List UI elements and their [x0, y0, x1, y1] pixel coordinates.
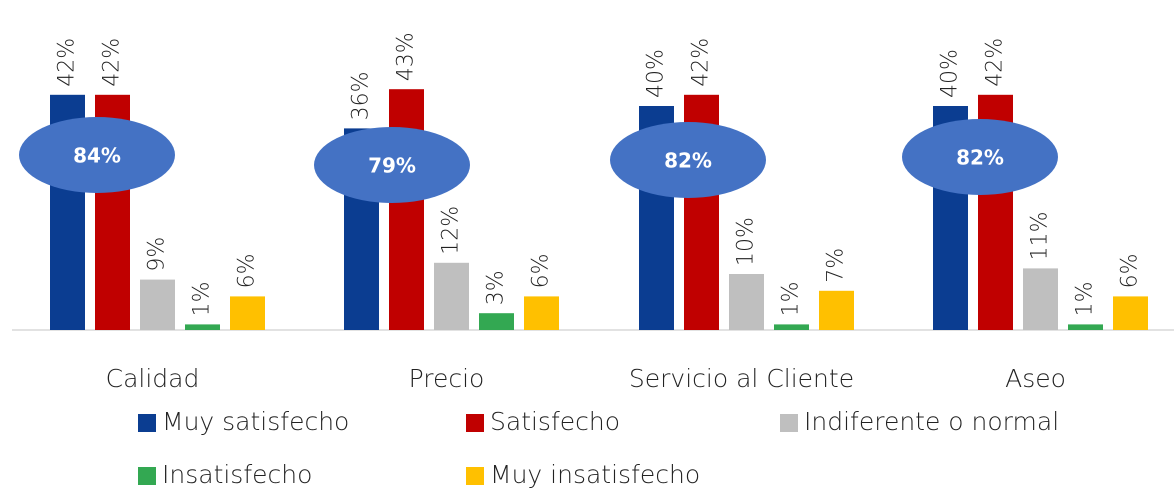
- legend-label: Satisfecho: [490, 407, 620, 436]
- legend-label: Insatisfecho: [162, 460, 312, 489]
- bar: [140, 279, 175, 330]
- legend-label: Indiferente o normal: [804, 407, 1059, 436]
- bar: [1068, 324, 1103, 330]
- bar: [185, 324, 220, 330]
- value-label: 36%: [349, 71, 374, 120]
- bar: [774, 324, 809, 330]
- total-bubble: [902, 119, 1058, 195]
- legend-swatch: [466, 414, 484, 432]
- value-label: 42%: [983, 38, 1008, 87]
- category-label: Aseo: [1005, 364, 1066, 393]
- legend-swatch: [138, 414, 156, 432]
- value-label: 6%: [1118, 253, 1143, 288]
- value-label: 1%: [190, 281, 215, 316]
- bar: [389, 89, 424, 330]
- value-label: 7%: [824, 248, 849, 283]
- bar: [1113, 296, 1148, 330]
- total-bubble: [314, 127, 470, 203]
- bar: [479, 313, 514, 330]
- category-label: Precio: [409, 364, 485, 393]
- total-label: 82%: [956, 146, 1004, 170]
- value-label: 40%: [644, 49, 669, 98]
- value-label: 3%: [484, 270, 509, 305]
- legend-label: Muy satisfecho: [162, 407, 349, 436]
- bar: [434, 262, 469, 330]
- value-label: 11%: [1028, 211, 1053, 260]
- value-label: 42%: [55, 38, 80, 87]
- total-label: 82%: [664, 149, 712, 173]
- value-label: 6%: [235, 253, 260, 288]
- bar: [729, 274, 764, 330]
- value-label: 6%: [529, 253, 554, 288]
- total-bubble: [19, 117, 175, 193]
- total-label: 79%: [368, 154, 416, 178]
- bar: [230, 296, 265, 330]
- legend-swatch: [138, 467, 156, 485]
- value-label: 42%: [100, 38, 125, 87]
- value-label: 43%: [394, 32, 419, 81]
- value-label: 9%: [145, 237, 170, 272]
- value-label: 10%: [734, 217, 759, 266]
- bar: [524, 296, 559, 330]
- category-label: Servicio al Cliente: [629, 364, 854, 393]
- bar: [1023, 268, 1058, 330]
- total-bubble: [610, 122, 766, 198]
- legend-swatch: [466, 467, 484, 485]
- legend-swatch: [780, 414, 798, 432]
- category-label: Calidad: [106, 364, 200, 393]
- value-label: 1%: [779, 281, 804, 316]
- value-label: 12%: [439, 206, 464, 255]
- value-label: 40%: [938, 49, 963, 98]
- legend-label: Muy insatisfecho: [490, 460, 700, 489]
- total-label: 84%: [73, 144, 121, 168]
- bar: [819, 290, 854, 330]
- value-label: 1%: [1073, 281, 1098, 316]
- value-label: 42%: [689, 38, 714, 87]
